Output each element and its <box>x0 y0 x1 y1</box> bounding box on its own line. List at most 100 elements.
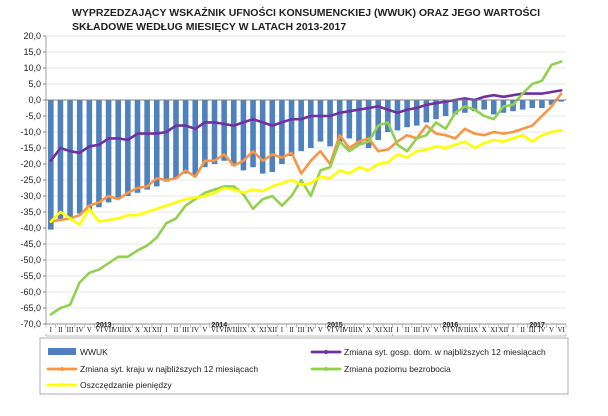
series-point-1 <box>165 131 168 133</box>
series-point-3 <box>184 204 187 207</box>
series-point-1 <box>203 121 206 124</box>
series-point-4 <box>367 169 370 172</box>
wwuk-bar <box>96 100 102 208</box>
month-label: X <box>482 326 487 334</box>
series-point-3 <box>88 271 91 274</box>
series-point-4 <box>136 214 139 217</box>
series-point-2 <box>502 132 505 135</box>
month-label: XII <box>383 326 393 334</box>
series-point-3 <box>261 198 264 201</box>
legend: WWUK Zmiana syt. gosp. dom. w najbliższyc… <box>39 337 569 395</box>
series-point-3 <box>329 166 331 169</box>
wwuk-bar <box>57 100 64 220</box>
series-point-4 <box>386 161 389 164</box>
series-point-3 <box>377 124 380 127</box>
series-point-2 <box>492 131 495 133</box>
wwuk-bar <box>269 100 276 172</box>
legend-swatch-bar <box>48 348 76 355</box>
y-tick-label: -35,0 <box>20 207 41 217</box>
series-point-2 <box>560 92 563 95</box>
series-point-4 <box>242 191 245 194</box>
month-label: VII <box>219 326 229 334</box>
series-point-1 <box>223 123 226 125</box>
y-axis-ticks: 20,0 15,0 10,0 5,0 0,0 -5,0 -10,0 -15,0 -20,0 -25… <box>20 31 47 329</box>
series-point-2 <box>473 132 476 135</box>
y-tick-label: -70,0 <box>20 319 41 329</box>
month-label: XI <box>143 326 151 334</box>
month-label: IV <box>538 326 545 334</box>
series-point-3 <box>117 255 120 258</box>
wwuk-bar <box>134 100 141 193</box>
month-label: I <box>281 326 284 334</box>
series-point-4 <box>406 156 409 159</box>
month-label: III <box>298 326 306 334</box>
series-point-1 <box>136 132 139 135</box>
series-point-1 <box>98 143 100 146</box>
series-point-2 <box>78 214 81 217</box>
series-point-1 <box>69 150 71 153</box>
y-tick-label: -20,0 <box>20 159 41 169</box>
y-tick-label: -55,0 <box>20 271 41 281</box>
legend-swatch-marker <box>60 383 64 387</box>
legend-swatch-marker <box>324 367 328 371</box>
wwuk-bar <box>288 100 295 156</box>
series-point-1 <box>271 124 274 127</box>
y-tick-label: -60,0 <box>20 287 41 297</box>
wwuk-bar <box>221 100 227 161</box>
series-point-3 <box>367 140 370 143</box>
wwuk-bar <box>115 100 122 200</box>
series-point-1 <box>386 108 389 111</box>
series-point-1 <box>425 103 428 106</box>
series-point-2 <box>483 134 486 137</box>
y-tick-label: -30,0 <box>20 191 41 201</box>
series-point-3 <box>309 195 312 197</box>
series-point-2 <box>358 140 360 143</box>
series-line-1 <box>49 89 563 163</box>
series-point-3 <box>521 92 524 95</box>
series-point-2 <box>98 201 100 204</box>
series-point-2 <box>88 204 91 207</box>
series-point-3 <box>415 137 418 140</box>
month-label: III <box>413 326 421 334</box>
series-point-2 <box>300 172 303 175</box>
year-label: 2016 <box>443 322 459 329</box>
y-tick-label: -50,0 <box>20 255 41 265</box>
series-point-3 <box>463 105 466 108</box>
series-point-4 <box>425 148 428 151</box>
series-point-4 <box>98 220 100 223</box>
month-label: IV <box>307 326 314 334</box>
series-point-1 <box>155 132 158 135</box>
series-point-4 <box>213 191 216 194</box>
series-point-2 <box>242 159 245 162</box>
series-point-3 <box>531 83 534 85</box>
wwuk-bar <box>375 100 382 140</box>
series-point-1 <box>435 102 437 105</box>
series-line-4 <box>49 129 563 227</box>
series-point-3 <box>69 303 71 306</box>
series-point-3 <box>348 150 351 153</box>
month-label: VII <box>335 326 345 334</box>
series-point-4 <box>463 140 466 143</box>
wwuk-bar <box>202 100 208 168</box>
series-point-1 <box>261 121 264 124</box>
series-point-2 <box>406 134 409 137</box>
y-tick-label: 15,0 <box>23 47 41 57</box>
series-point-4 <box>165 204 168 207</box>
legend-label: WWUK <box>80 347 108 357</box>
month-label: IV <box>76 326 83 334</box>
series-point-4 <box>223 187 226 189</box>
series-point-4 <box>281 182 283 185</box>
series-point-4 <box>232 188 235 191</box>
series-point-1 <box>290 118 293 121</box>
series-point-3 <box>396 143 399 146</box>
month-label: VIII <box>459 326 472 334</box>
series-point-1 <box>492 94 495 97</box>
series-point-1 <box>309 115 312 117</box>
month-label: I <box>50 326 53 334</box>
series-point-2 <box>146 185 149 188</box>
series-point-3 <box>59 307 62 309</box>
series-point-3 <box>155 236 158 239</box>
series-point-3 <box>541 79 543 82</box>
series-point-2 <box>184 169 187 172</box>
series-point-2 <box>252 150 254 153</box>
